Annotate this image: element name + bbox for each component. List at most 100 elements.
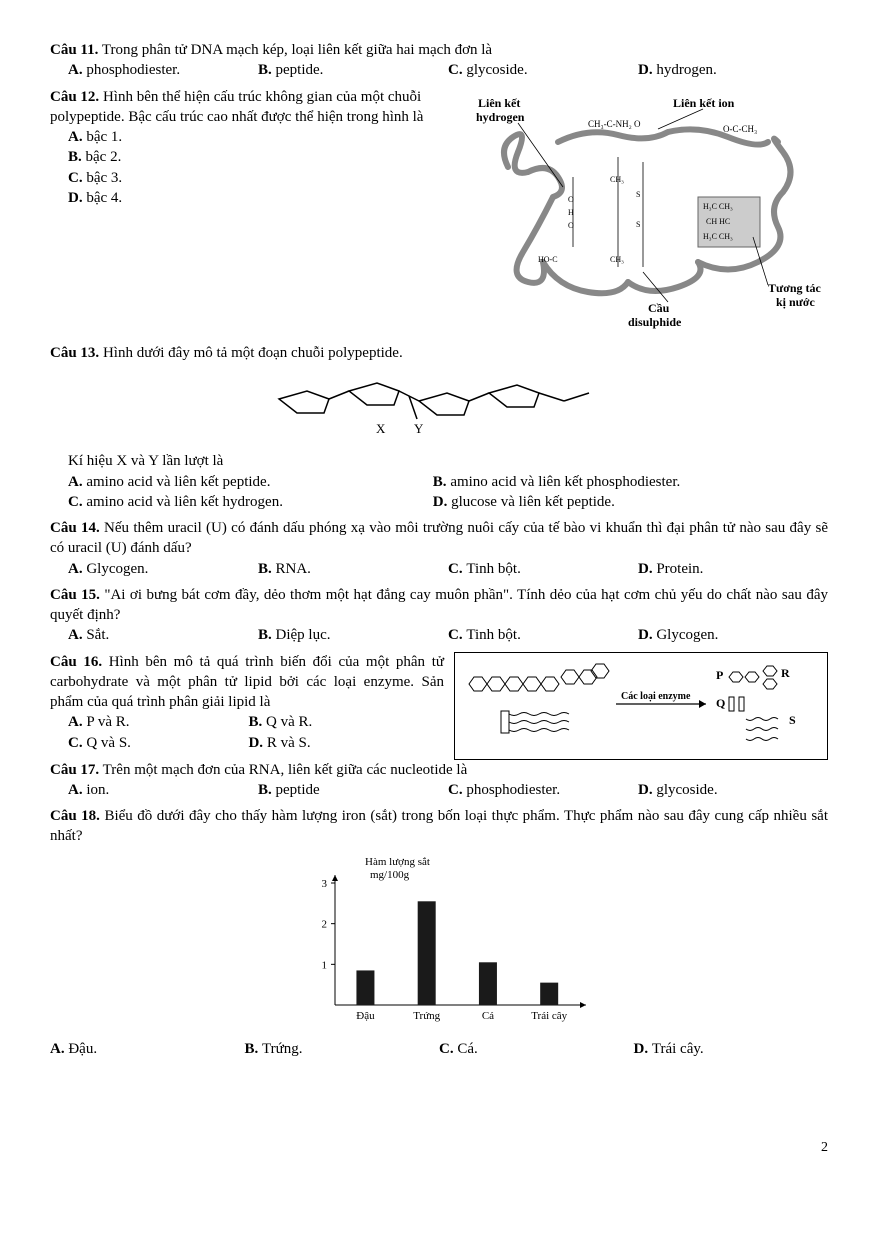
q12-text: Hình bên thể hiện cấu trúc không gian củ… — [50, 89, 423, 125]
q17-opt-a: A. ion. — [68, 780, 258, 800]
q16-text-block: Câu 16. Hình bên mô tả quá trình biến đổ… — [50, 652, 444, 753]
question-17: Câu 17. Trên một mạch đơn của RNA, liên … — [50, 760, 828, 801]
q16-options: A. P và R. B. Q và R. C. Q và S. D. R và… — [68, 712, 444, 753]
q15-options: A. Sắt. B. Diệp lục. C. Tinh bột. D. Gly… — [68, 625, 828, 645]
q13-opt-d: D. glucose và liên kết peptide. — [433, 492, 798, 512]
q18-opt-b: B. Trứng. — [245, 1039, 440, 1059]
question-13: Câu 13. Hình dưới đây mô tả một đoạn chu… — [50, 343, 828, 512]
q17-text: Trên một mạch đơn của RNA, liên kết giữa… — [103, 762, 468, 778]
q17-options: A. ion. B. peptide C. phosphodiester. D.… — [68, 780, 828, 800]
svg-text:HO-C: HO-C — [538, 255, 558, 264]
svg-text:H₃C CH₃: H₃C CH₃ — [703, 202, 733, 211]
q15-opt-d: D. Glycogen. — [638, 625, 828, 645]
q13-options: A. amino acid và liên kết peptide. B. am… — [68, 472, 828, 513]
q12-opt-b: B. bậc 2. — [68, 147, 121, 167]
svg-text:O: O — [568, 221, 574, 230]
svg-text:CH₃: CH₃ — [610, 175, 624, 184]
q18-opt-a: A. Đậu. — [50, 1039, 245, 1059]
iron-bar-chart-svg: Hàm lượng sắtmg/100g123ĐậuTrứngCáTrái câ… — [290, 853, 590, 1033]
q18-label: Câu 18. — [50, 808, 100, 824]
svg-text:3: 3 — [322, 878, 328, 890]
q15-text: "Ai ơi bưng bát cơm đầy, dẻo thơm một hạ… — [50, 587, 828, 623]
svg-text:mg/100g: mg/100g — [370, 869, 410, 881]
svg-text:2: 2 — [322, 918, 328, 930]
q17-opt-b: B. peptide — [258, 780, 448, 800]
q18-options: A. Đậu. B. Trứng. C. Cá. D. Trái cây. — [50, 1039, 828, 1059]
lbl-ion: Liên kết ion — [673, 96, 735, 110]
q12-opt-a: A. bậc 1. — [68, 127, 122, 147]
q13-y-label: Y — [414, 421, 424, 436]
q15-opt-b: B. Diệp lục. — [258, 625, 448, 645]
q13-subtext: Kí hiệu X và Y lần lượt là — [68, 451, 828, 471]
question-16: Câu 16. Hình bên mô tả quá trình biến đổ… — [50, 652, 828, 760]
q12-opt-d: D. bậc 4. — [68, 188, 122, 208]
q17-opt-c: C. phosphodiester. — [448, 780, 638, 800]
enzyme-diagram-svg: Các loại enzyme P R Q S — [461, 659, 807, 749]
q14-opt-b: B. RNA. — [258, 559, 448, 579]
q11-text: Trong phân tử DNA mạch kép, loại liên kế… — [102, 42, 492, 58]
q16-opt-a: A. P và R. — [68, 712, 248, 732]
q11-label: Câu 11. — [50, 42, 98, 58]
q16-opt-c: C. Q và S. — [68, 733, 248, 753]
q12-figure: Liên kết hydrogen Liên kết ion Tương tác… — [468, 87, 828, 343]
q14-opt-a: A. Glycogen. — [68, 559, 258, 579]
q11-opt-d: D. hydrogen. — [638, 60, 828, 80]
protein-structure-svg: Liên kết hydrogen Liên kết ion Tương tác… — [468, 87, 828, 337]
page-number: 2 — [50, 1139, 828, 1158]
svg-text:H₃C CH₃: H₃C CH₃ — [703, 232, 733, 241]
p-label: P — [716, 668, 723, 682]
svg-text:CH HC: CH HC — [706, 217, 730, 226]
polypeptide-chain-svg: X Y — [269, 371, 609, 441]
q17-opt-d: D. glycoside. — [638, 780, 828, 800]
svg-text:Trái cây: Trái cây — [531, 1010, 567, 1022]
q11-opt-c: C. glycoside. — [448, 60, 638, 80]
r-label: R — [781, 666, 790, 680]
lbl-disulphide: Cầu — [648, 301, 670, 315]
q13-opt-b: B. amino acid và liên kết phosphodiester… — [433, 472, 798, 492]
q16-opt-d: D. R và S. — [248, 733, 428, 753]
svg-text:S: S — [636, 220, 640, 229]
svg-text:1: 1 — [322, 959, 328, 971]
question-15: Câu 15. "Ai ơi bưng bát cơm đầy, dẻo thơ… — [50, 585, 828, 646]
svg-text:Cá: Cá — [482, 1010, 494, 1022]
q14-opt-d: D. Protein. — [638, 559, 828, 579]
svg-text:CH₃-C-NH₂ O: CH₃-C-NH₂ O — [588, 119, 641, 129]
svg-text:disulphide: disulphide — [628, 315, 682, 329]
question-18: Câu 18. Biểu đồ dưới đây cho thấy hàm lư… — [50, 806, 828, 847]
q16-text: Hình bên mô tả quá trình biến đổi của mộ… — [50, 654, 444, 711]
q16-label: Câu 16. — [50, 654, 102, 670]
q13-opt-c: C. amino acid và liên kết hydrogen. — [68, 492, 433, 512]
q14-options: A. Glycogen. B. RNA. C. Tinh bột. D. Pro… — [68, 559, 828, 579]
enzyme-label: Các loại enzyme — [621, 691, 691, 702]
q15-opt-a: A. Sắt. — [68, 625, 258, 645]
q12-options: A. bậc 1. B. bậc 2. C. bậc 3. D. bậc 4. — [68, 127, 458, 208]
lbl-hydrophobic: Tương tác — [768, 281, 822, 295]
q13-text: Hình dưới đây mô tả một đoạn chuỗi polyp… — [103, 345, 403, 361]
svg-text:Trứng: Trứng — [413, 1010, 440, 1022]
q13-x-label: X — [376, 421, 386, 436]
q12-opt-c: C. bậc 3. — [68, 168, 122, 188]
q15-label: Câu 15. — [50, 587, 100, 603]
q12-text-block: Câu 12. Hình bên thể hiện cấu trúc không… — [50, 87, 458, 343]
q12-label: Câu 12. — [50, 89, 99, 105]
q18-text: Biểu đồ dưới đây cho thấy hàm lượng iron… — [50, 808, 828, 844]
q13-opt-a: A. amino acid và liên kết peptide. — [68, 472, 433, 492]
q14-label: Câu 14. — [50, 520, 100, 536]
q-label: Q — [716, 696, 725, 710]
q16-opt-b: B. Q và R. — [248, 712, 428, 732]
q16-figure: Các loại enzyme P R Q S — [454, 652, 828, 760]
question-11: Câu 11. Trong phân tử DNA mạch kép, loại… — [50, 40, 828, 81]
lbl-hydrogen: Liên kết — [478, 96, 520, 110]
svg-text:kị nước: kị nước — [776, 295, 816, 309]
q18-chart: Hàm lượng sắtmg/100g123ĐậuTrứngCáTrái câ… — [290, 853, 828, 1039]
q13-figure: X Y — [50, 371, 828, 447]
q11-opt-a: A. phosphodiester. — [68, 60, 258, 80]
svg-text:O: O — [568, 195, 574, 204]
s-label: S — [789, 713, 796, 727]
q18-opt-d: D. Trái cây. — [634, 1039, 829, 1059]
q17-label: Câu 17. — [50, 762, 99, 778]
svg-text:Đậu: Đậu — [356, 1010, 375, 1022]
q15-opt-c: C. Tinh bột. — [448, 625, 638, 645]
svg-text:hydrogen: hydrogen — [476, 110, 525, 124]
svg-text:S: S — [636, 190, 640, 199]
